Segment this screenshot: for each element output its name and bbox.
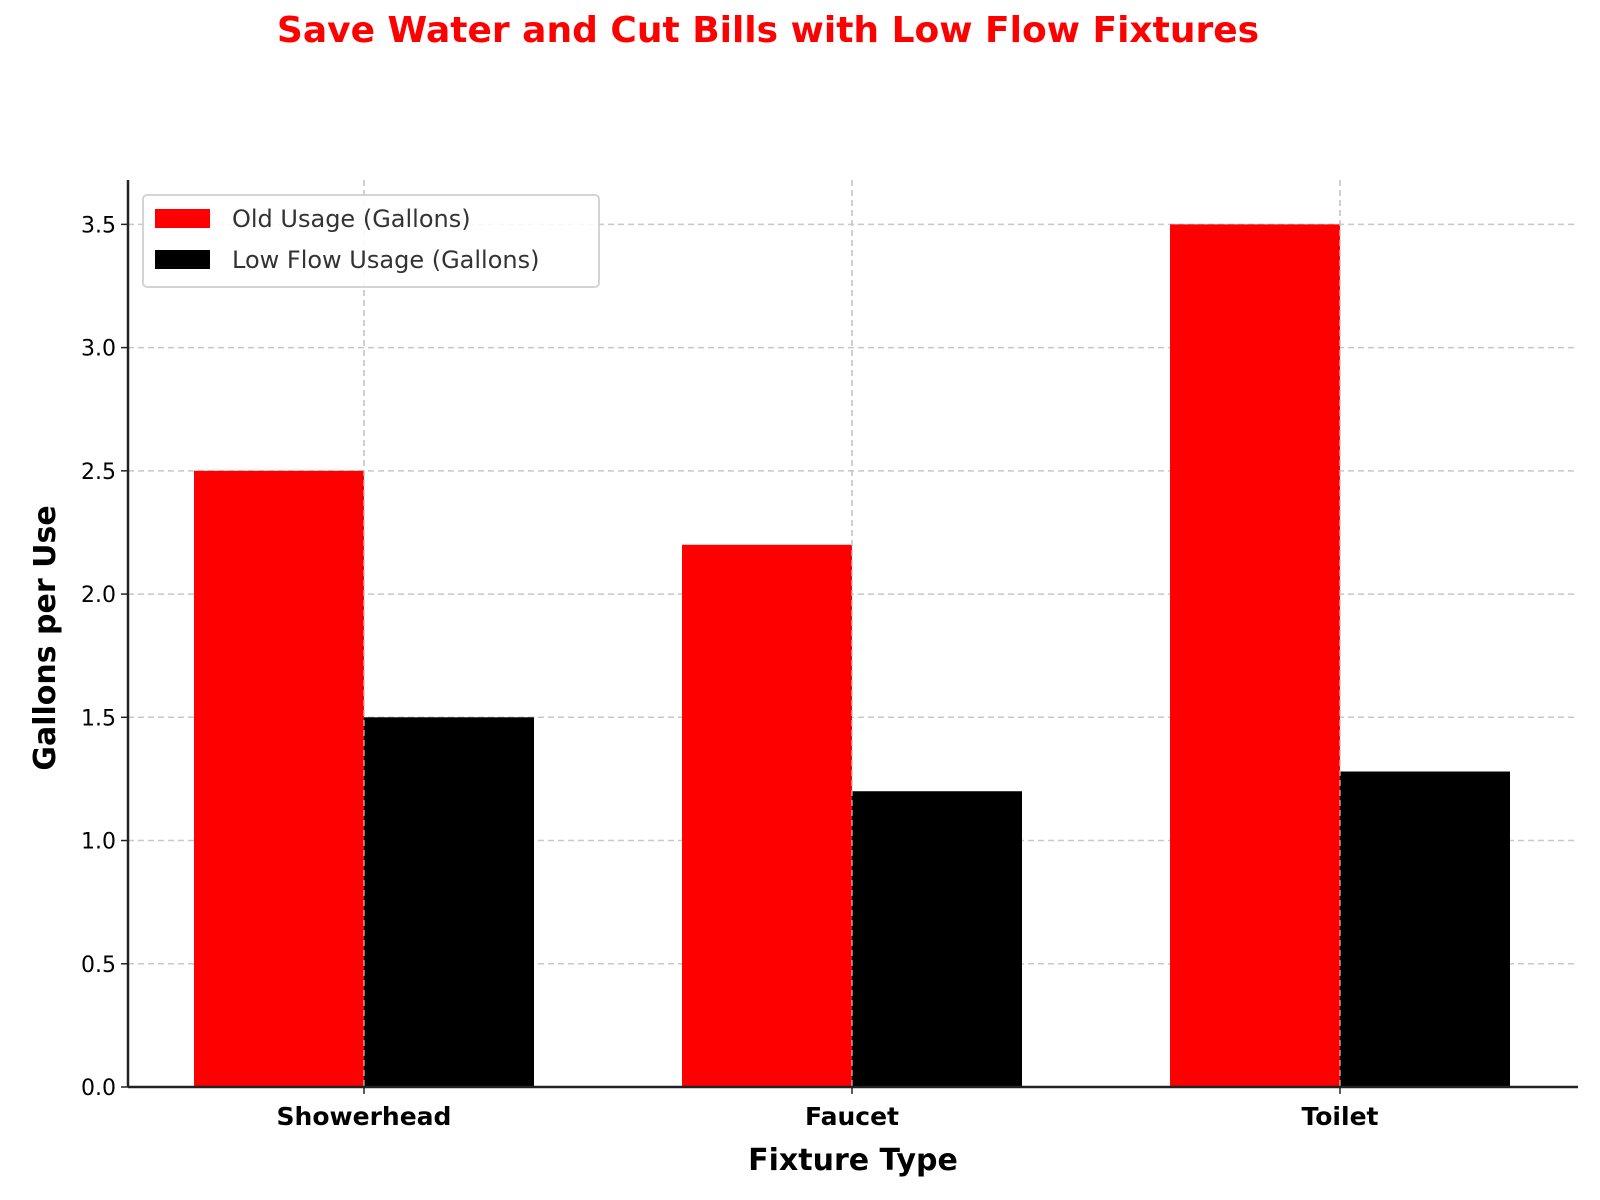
bar-low-flow-showerhead (364, 717, 534, 1087)
legend: Old Usage (Gallons) Low Flow Usage (Gallo… (142, 194, 600, 288)
y-tick-label: 1.0 (81, 830, 116, 855)
y-tick-label: 2.0 (81, 583, 116, 608)
y-tick-label: 3.0 (81, 337, 116, 362)
y-tick-label: 3.5 (81, 213, 116, 238)
legend-label: Low Flow Usage (Gallons) (232, 246, 539, 274)
legend-swatch (155, 250, 210, 269)
bar-low-flow-faucet (852, 791, 1022, 1087)
y-axis-label: Gallons per Use (28, 505, 63, 770)
y-ticks: 0.0 0.5 1.0 1.5 2.0 2.5 3.0 3.5 (81, 213, 128, 1101)
legend-swatch (155, 209, 210, 228)
x-ticks: Showerhead Faucet Toilet (277, 1087, 1379, 1131)
legend-box (142, 194, 600, 288)
chart-title: Save Water and Cut Bills with Low Flow F… (277, 10, 1259, 51)
axes (126, 180, 1578, 1089)
bars (194, 180, 1510, 1087)
y-tick-label: 0.0 (81, 1076, 116, 1101)
bar-old-toilet (1170, 224, 1340, 1087)
y-tick-label: 0.5 (81, 953, 116, 978)
y-tick-label: 1.5 (81, 706, 116, 731)
x-axis-label: Fixture Type (748, 1143, 958, 1178)
x-tick-label: Toilet (1302, 1102, 1379, 1131)
legend-label: Old Usage (Gallons) (232, 205, 471, 233)
y-tick-label: 2.5 (81, 460, 116, 485)
x-tick-label: Faucet (805, 1102, 899, 1131)
bar-low-flow-toilet (1340, 771, 1510, 1087)
x-tick-label: Showerhead (277, 1102, 452, 1131)
bar-old-showerhead (194, 470, 364, 1087)
bar-old-faucet (682, 544, 852, 1087)
